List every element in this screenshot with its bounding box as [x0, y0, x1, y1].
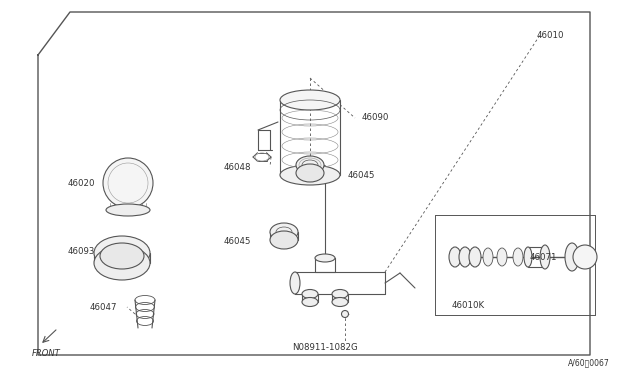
- Ellipse shape: [296, 164, 324, 182]
- Ellipse shape: [513, 248, 523, 266]
- Ellipse shape: [302, 298, 318, 307]
- Ellipse shape: [280, 90, 340, 110]
- Ellipse shape: [449, 247, 461, 267]
- Text: 46047: 46047: [90, 302, 118, 311]
- Ellipse shape: [270, 223, 298, 241]
- Ellipse shape: [315, 254, 335, 262]
- Ellipse shape: [459, 247, 471, 267]
- Ellipse shape: [497, 248, 507, 266]
- Ellipse shape: [469, 247, 481, 267]
- Ellipse shape: [106, 204, 150, 216]
- Text: 46090: 46090: [362, 113, 389, 122]
- Text: 46045: 46045: [224, 237, 252, 247]
- Ellipse shape: [332, 298, 348, 307]
- Text: FRONT: FRONT: [32, 350, 61, 359]
- Text: 46071: 46071: [530, 253, 557, 262]
- Ellipse shape: [94, 236, 150, 270]
- Text: 46010: 46010: [537, 31, 564, 39]
- Ellipse shape: [94, 246, 150, 280]
- Text: 46020: 46020: [68, 179, 95, 187]
- Text: 46045: 46045: [348, 170, 376, 180]
- Ellipse shape: [302, 289, 318, 298]
- Ellipse shape: [100, 243, 144, 269]
- Ellipse shape: [296, 156, 324, 174]
- Text: 46093: 46093: [68, 247, 95, 257]
- Text: 46048: 46048: [224, 163, 252, 171]
- Circle shape: [342, 311, 349, 317]
- Ellipse shape: [270, 231, 298, 249]
- Text: A/60〰0067: A/60〰0067: [568, 359, 610, 368]
- Text: 46010K: 46010K: [452, 301, 485, 310]
- Ellipse shape: [524, 247, 532, 267]
- Text: N08911-1082G: N08911-1082G: [292, 343, 358, 353]
- Ellipse shape: [565, 243, 579, 271]
- Ellipse shape: [540, 245, 550, 269]
- Circle shape: [103, 158, 153, 208]
- Ellipse shape: [290, 272, 300, 294]
- Circle shape: [573, 245, 597, 269]
- Ellipse shape: [483, 248, 493, 266]
- Ellipse shape: [576, 249, 584, 265]
- Ellipse shape: [332, 289, 348, 298]
- Ellipse shape: [280, 165, 340, 185]
